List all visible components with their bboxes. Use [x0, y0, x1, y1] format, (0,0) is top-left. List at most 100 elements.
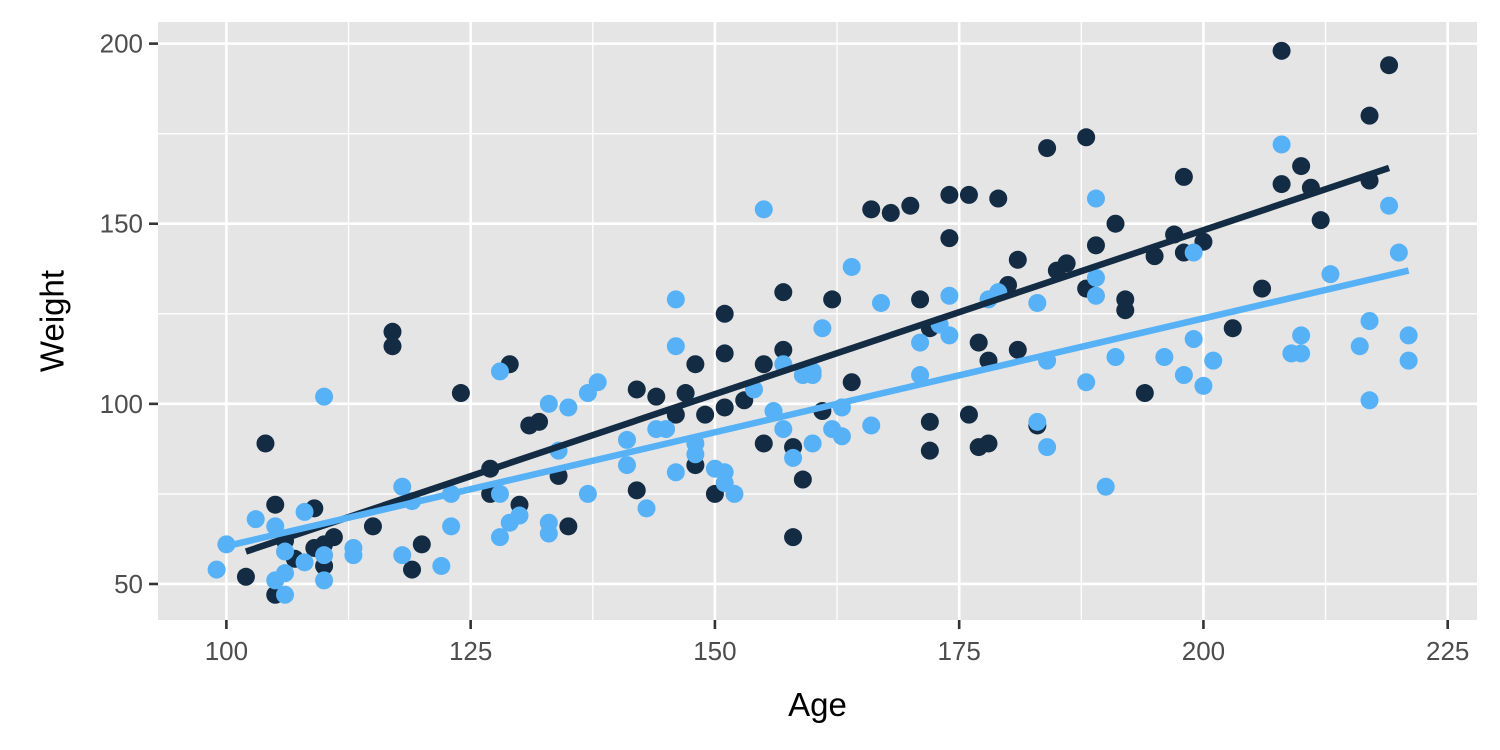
- data-point-series-2: [1086, 286, 1105, 305]
- data-point-series-1: [559, 517, 578, 536]
- data-point-series-2: [1380, 196, 1399, 215]
- trend-line-series-1: [244, 164, 1391, 555]
- x-tick-label: 200: [1182, 636, 1225, 666]
- data-point-series-1: [842, 373, 861, 392]
- data-point-series-2: [911, 333, 930, 352]
- data-point-series-2: [578, 484, 597, 503]
- y-tick-label: 200: [100, 29, 143, 59]
- data-point-series-2: [686, 445, 705, 464]
- data-point-series-1: [1272, 175, 1291, 194]
- data-point-series-1: [989, 189, 1008, 208]
- data-point-series-1: [383, 337, 402, 356]
- data-point-series-1: [715, 398, 734, 417]
- data-point-series-1: [530, 412, 549, 431]
- data-point-series-2: [666, 290, 685, 309]
- data-point-series-2: [276, 585, 295, 604]
- data-point-series-2: [813, 319, 832, 338]
- data-point-series-1: [715, 304, 734, 323]
- y-tick-label: 50: [114, 569, 143, 599]
- data-point-series-2: [315, 546, 334, 565]
- data-point-series-2: [1292, 326, 1311, 345]
- data-point-series-2: [315, 571, 334, 590]
- y-tick-label: 100: [100, 389, 143, 419]
- data-point-series-1: [754, 434, 773, 453]
- data-point-series-1: [627, 380, 646, 399]
- data-point-series-2: [832, 427, 851, 446]
- data-point-series-1: [256, 434, 275, 453]
- data-point-series-2: [276, 542, 295, 561]
- data-point-series-1: [793, 470, 812, 489]
- data-point-series-2: [1184, 330, 1203, 349]
- data-point-series-2: [1155, 348, 1174, 367]
- data-point-series-2: [666, 463, 685, 482]
- data-point-series-1: [676, 384, 695, 403]
- x-tick-label: 175: [937, 636, 980, 666]
- data-point-series-1: [1057, 254, 1076, 273]
- axes: 100 125 150 175 200 225 50 100 150 200: [100, 29, 1470, 666]
- data-point-series-2: [539, 524, 558, 543]
- data-point-series-2: [510, 506, 529, 525]
- data-point-series-1: [451, 384, 470, 403]
- data-point-series-2: [1038, 438, 1057, 457]
- data-point-series-2: [774, 420, 793, 439]
- data-point-series-2: [803, 366, 822, 385]
- data-point-series-2: [1028, 412, 1047, 431]
- data-point-series-2: [666, 337, 685, 356]
- data-point-series-1: [920, 441, 939, 460]
- data-point-series-1: [901, 196, 920, 215]
- data-point-series-1: [236, 567, 255, 586]
- data-point-series-1: [1106, 214, 1125, 233]
- data-point-series-1: [1272, 41, 1291, 60]
- data-point-series-1: [940, 229, 959, 248]
- data-point-series-2: [940, 286, 959, 305]
- data-point-series-2: [393, 546, 412, 565]
- trend-lines: [225, 164, 1410, 555]
- data-point-series-1: [412, 535, 431, 554]
- x-tick-label: 100: [205, 636, 248, 666]
- data-point-series-1: [1086, 236, 1105, 255]
- data-point-series-2: [1204, 351, 1223, 370]
- data-point-series-2: [1184, 243, 1203, 262]
- data-point-series-1: [1380, 56, 1399, 75]
- y-axis-title: Weight: [34, 270, 71, 372]
- data-point-series-2: [246, 510, 265, 529]
- y-tick-label: 150: [100, 209, 143, 239]
- x-tick-label: 225: [1426, 636, 1469, 666]
- data-point-series-2: [1399, 351, 1418, 370]
- data-point-series-2: [872, 293, 891, 312]
- data-point-series-1: [1008, 340, 1027, 359]
- data-point-series-1: [774, 340, 793, 359]
- data-point-series-2: [539, 394, 558, 413]
- data-point-series-1: [1145, 247, 1164, 266]
- data-point-series-1: [1135, 384, 1154, 403]
- data-point-series-1: [959, 185, 978, 204]
- data-point-series-1: [647, 387, 666, 406]
- data-point-series-1: [1008, 250, 1027, 269]
- data-point-series-1: [774, 283, 793, 302]
- data-point-series-2: [295, 502, 314, 521]
- data-point-series-1: [862, 200, 881, 219]
- x-axis-title: Age: [788, 686, 847, 723]
- data-point-series-1: [363, 517, 382, 536]
- data-point-series-1: [1311, 211, 1330, 230]
- data-point-series-2: [315, 387, 334, 406]
- data-point-series-1: [1077, 128, 1096, 147]
- data-point-series-1: [324, 528, 343, 547]
- data-point-series-2: [1194, 376, 1213, 395]
- data-point-series-2: [657, 420, 676, 439]
- data-point-series-2: [1272, 135, 1291, 154]
- data-point-series-2: [637, 499, 656, 518]
- data-point-series-2: [344, 546, 363, 565]
- data-point-series-2: [1292, 344, 1311, 363]
- trend-line-series-2: [225, 267, 1410, 550]
- data-point-series-2: [1028, 293, 1047, 312]
- data-point-series-2: [1360, 312, 1379, 330]
- data-point-series-1: [959, 405, 978, 424]
- data-point-series-1: [1038, 139, 1057, 158]
- data-point-series-2: [490, 484, 509, 503]
- data-point-series-2: [911, 366, 930, 385]
- data-point-series-1: [754, 355, 773, 374]
- x-tick-label: 125: [449, 636, 492, 666]
- data-point-series-1: [383, 322, 402, 341]
- data-point-series-2: [617, 456, 636, 475]
